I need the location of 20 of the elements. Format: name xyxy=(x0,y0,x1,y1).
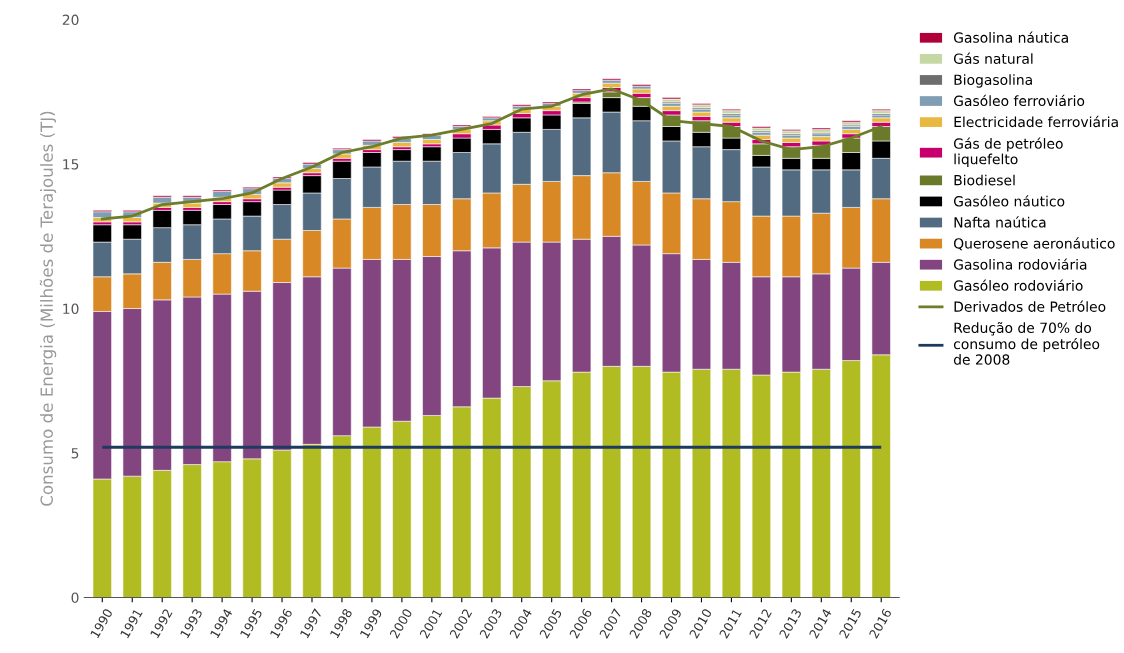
legend-label: Gasolina rodoviária xyxy=(953,258,1087,270)
legend-label: Querosene aeronáutico xyxy=(953,237,1115,251)
legend-label: Biogasolina xyxy=(954,74,1032,88)
y-tick-label: 0 xyxy=(71,592,79,603)
y-tick-label: 20 xyxy=(62,14,79,26)
y-tick-label: 10 xyxy=(63,303,79,315)
legend-label: Biodiesel xyxy=(954,174,1015,186)
legend-label: Gasolina náutica xyxy=(953,31,1068,43)
legend-label: Gás natural xyxy=(953,52,1033,64)
legend-label: Gasóleo rodoviário xyxy=(953,279,1083,291)
legend-label: Nafta naútica xyxy=(954,216,1046,228)
legend-label: Redução de 70% do consumo de petróleo de 2008 xyxy=(953,322,1100,365)
y-tick-label: 15 xyxy=(63,159,79,170)
legend-label: Gasóleo náutico xyxy=(953,195,1065,207)
y-axis-title: Consumo de Energia (Milhões de Terajoules (TJ) xyxy=(39,111,57,506)
y-tick-label: 5 xyxy=(71,448,79,459)
legend-label: Gasóleo ferroviário xyxy=(953,94,1085,107)
legend-label: Electricidade ferroviária xyxy=(954,115,1118,128)
legend-label: Gás de petróleo liquefelto xyxy=(953,137,1063,168)
legend-label: Derivados de Petróleo xyxy=(954,300,1106,312)
